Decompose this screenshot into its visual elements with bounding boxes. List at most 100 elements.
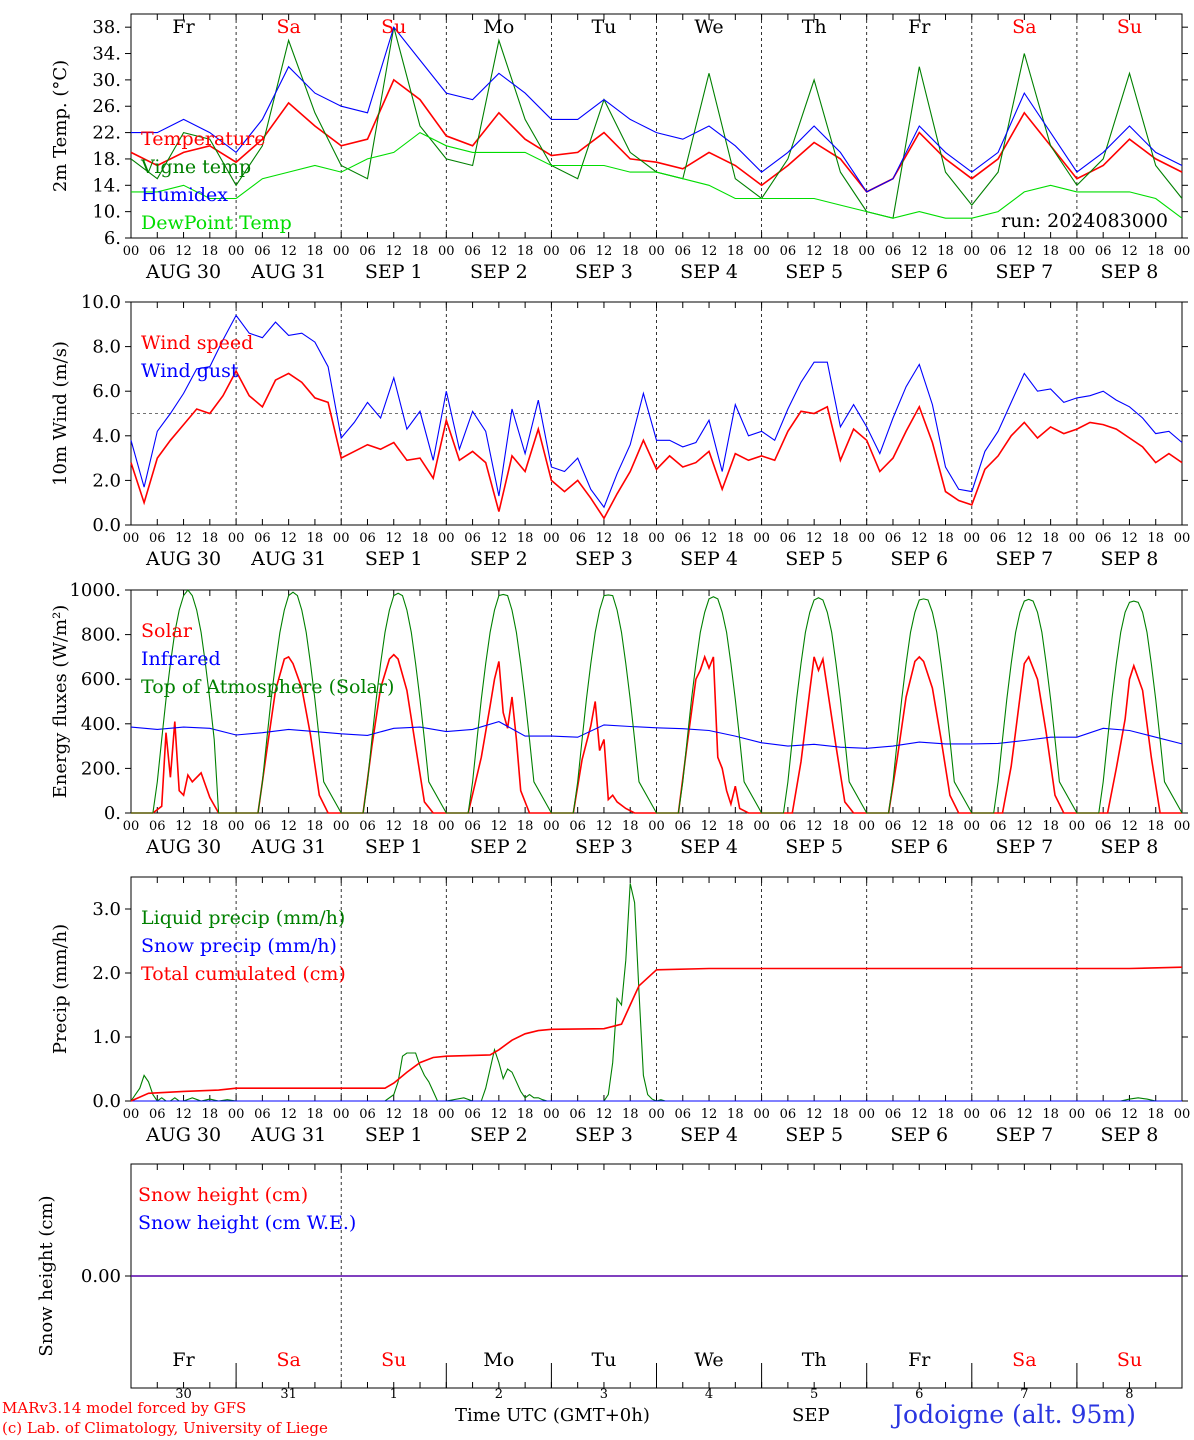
- legend-entry: Snow precip (mm/h): [141, 935, 337, 957]
- y-axis-label: Energy fluxes (W/m²): [50, 605, 71, 799]
- hour-label: 18: [937, 1107, 954, 1122]
- date-label: AUG 31: [250, 261, 326, 283]
- panel-5: 0.00 Snow height (cm) Snow height (cm) Snow…: [36, 1163, 1188, 1389]
- hour-label: 00: [123, 1107, 140, 1122]
- date-label: SEP 6: [890, 836, 948, 858]
- date-label: AUG 31: [250, 1124, 326, 1146]
- hour-label: 00: [438, 531, 455, 546]
- legend-entry: Humidex: [141, 184, 228, 206]
- hour-label: 18: [832, 819, 849, 834]
- day-name-bottom: Sa: [276, 1349, 300, 1371]
- date-label: SEP 1: [365, 1124, 423, 1146]
- y-tick-label: 8.0: [92, 337, 121, 358]
- y-tick-label: 30.: [92, 70, 121, 91]
- day-name-bottom: Fr: [908, 1349, 931, 1371]
- hour-label: 18: [937, 819, 954, 834]
- hour-label: 18: [622, 531, 639, 546]
- y-axis-label: 10m Wind (m/s): [50, 341, 71, 486]
- series-temperature: [130, 78, 1183, 193]
- hour-label: 06: [569, 819, 586, 834]
- y-tick-label: 2.0: [92, 963, 121, 984]
- legend-entry: DewPoint Temp: [141, 212, 292, 234]
- hour-label: 18: [517, 531, 534, 546]
- hour-label: 00: [333, 819, 350, 834]
- hour-label: 12: [596, 819, 613, 834]
- hour-label: 00: [228, 244, 245, 259]
- date-label: SEP 2: [470, 836, 528, 858]
- hour-label: 00: [648, 819, 665, 834]
- day-name-top: Mo: [483, 16, 514, 38]
- hour-label: 06: [464, 531, 481, 546]
- y-tick-label: 3.0: [92, 899, 121, 920]
- hour-label: 12: [175, 244, 192, 259]
- hour-label: 12: [280, 819, 297, 834]
- date-label: SEP 3: [575, 1124, 633, 1146]
- hour-label: 18: [307, 1107, 324, 1122]
- hour-label: 06: [254, 819, 271, 834]
- model-credit: MARv3.14 model forced by GFS (c) Lab. of…: [2, 1398, 328, 1438]
- hour-label: 06: [1095, 1107, 1112, 1122]
- plot-frame: [130, 13, 1183, 239]
- hour-label: 06: [359, 819, 376, 834]
- panel-4: 0.0 1.0 2.0 3.0 Precip (mm/h) Liquid precip (…: [50, 876, 1190, 1146]
- day-number: 7: [1020, 1387, 1028, 1402]
- date-label: SEP 3: [575, 836, 633, 858]
- hour-label: 06: [780, 819, 797, 834]
- day-name-bottom: Fr: [172, 1349, 195, 1371]
- panel-2: 0.0 2.0 4.0 6.0 8.0 10.0 10m Wind (m/s) Wind sp…: [50, 292, 1190, 570]
- day-name-bottom: We: [694, 1349, 723, 1371]
- hour-label: 06: [1095, 244, 1112, 259]
- hour-label: 00: [438, 244, 455, 259]
- date-label: AUG 31: [250, 548, 326, 570]
- y-tick-label: 800.: [81, 625, 121, 646]
- hour-label: 18: [727, 1107, 744, 1122]
- run-label: run: 2024083000: [1001, 210, 1168, 232]
- hour-label: 12: [491, 244, 508, 259]
- hour-label: 12: [596, 244, 613, 259]
- date-label: SEP 1: [365, 261, 423, 283]
- hour-label: 06: [149, 244, 166, 259]
- day-name-bottom: Mo: [483, 1349, 514, 1371]
- day-name-top: Sa: [276, 16, 300, 38]
- hour-label: 00: [228, 1107, 245, 1122]
- hour-label: 18: [1042, 244, 1059, 259]
- day-name-bottom: Sa: [1012, 1349, 1036, 1371]
- hour-label: 00: [648, 531, 665, 546]
- day-name-top: Tu: [591, 16, 616, 38]
- hour-label: 00: [858, 819, 875, 834]
- hour-label: 18: [832, 531, 849, 546]
- day-number: 4: [705, 1387, 713, 1402]
- y-tick-label: 22.: [92, 123, 121, 144]
- hour-label: 06: [569, 531, 586, 546]
- date-label: SEP 8: [1101, 1124, 1159, 1146]
- hour-label: 12: [175, 819, 192, 834]
- y-tick-label: 1000.: [69, 580, 121, 601]
- day-number: 30: [175, 1387, 192, 1402]
- hour-label: 12: [911, 244, 928, 259]
- hour-label: 18: [727, 244, 744, 259]
- hour-label: 18: [307, 819, 324, 834]
- series-wind-gust: [130, 314, 1183, 509]
- date-label: SEP 4: [680, 548, 738, 570]
- hour-label: 18: [622, 1107, 639, 1122]
- hour-label: 00: [1069, 1107, 1086, 1122]
- hour-label: 06: [780, 1107, 797, 1122]
- hour-label: 06: [464, 1107, 481, 1122]
- day-name-bottom: Tu: [591, 1349, 616, 1371]
- day-name-top: Su: [381, 16, 406, 38]
- hour-label: 00: [438, 819, 455, 834]
- hour-label: 06: [359, 244, 376, 259]
- hour-label: 06: [464, 244, 481, 259]
- month-label: SEP: [792, 1405, 830, 1426]
- y-tick-label: 0.00: [81, 1266, 121, 1287]
- hour-label: 12: [911, 531, 928, 546]
- hour-label: 18: [1147, 1107, 1164, 1122]
- panel-3: 0. 200. 400. 600. 800. 1000. Energy fluxes (W/…: [50, 580, 1190, 858]
- hour-label: 06: [359, 531, 376, 546]
- hour-label: 12: [806, 1107, 823, 1122]
- hour-label: 12: [701, 1107, 718, 1122]
- y-tick-label: 0.0: [92, 515, 121, 536]
- legend-entry: Temperature: [141, 128, 265, 150]
- hour-label: 12: [806, 531, 823, 546]
- hour-label: 18: [412, 819, 429, 834]
